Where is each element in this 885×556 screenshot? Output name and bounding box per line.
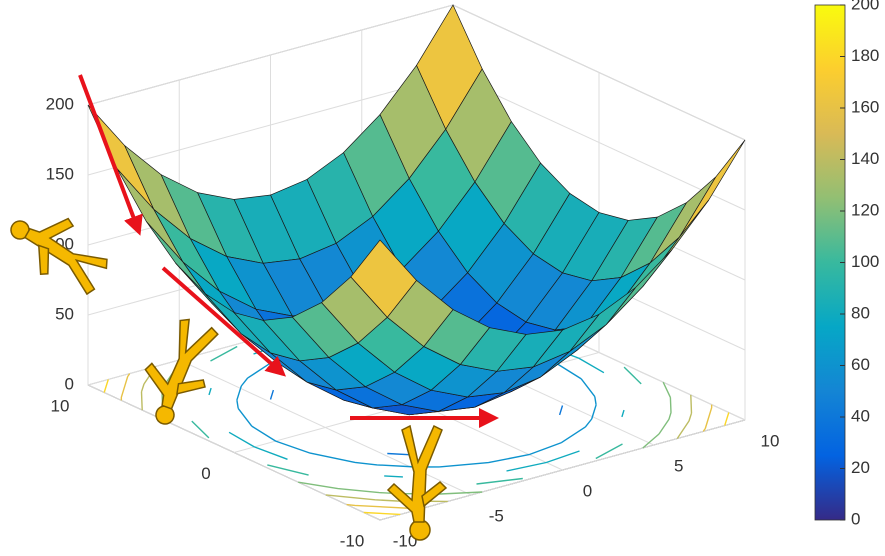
colorbar-tick-label: 40: [851, 406, 870, 425]
y-tick-label: -10: [393, 531, 418, 550]
grid-line: [87, 384, 381, 521]
arrow: [161, 266, 286, 377]
x-tick-label: 10: [51, 396, 70, 415]
stick-figure: [10, 217, 108, 296]
stick-figure: [386, 424, 448, 541]
stick-figure: [144, 318, 219, 425]
colorbar-tick-label: 80: [851, 303, 870, 322]
colorbar-tick-label: 160: [851, 97, 879, 116]
z-tick-label: 50: [55, 304, 74, 323]
colorbar-tick-label: 180: [851, 46, 879, 65]
colorbar-tick-label: 0: [851, 509, 860, 528]
surface-face: [679, 139, 746, 238]
colorbar-tick-label: 120: [851, 200, 879, 219]
y-tick-label: 5: [674, 456, 683, 475]
y-tick-label: 10: [761, 431, 780, 450]
colorbar-tick-label: 20: [851, 458, 870, 477]
contour-line: [269, 349, 564, 456]
contour-line: [103, 289, 730, 516]
x-tick-label: -10: [340, 531, 365, 550]
colorbar-tick-label: 140: [851, 149, 879, 168]
y-tick-label: -5: [489, 506, 504, 525]
z-tick-label: 200: [46, 94, 74, 113]
y-tick-label: 0: [583, 481, 592, 500]
arrow: [78, 74, 143, 236]
colorbar-tick-label: 100: [851, 252, 879, 271]
surface-face: [350, 239, 417, 318]
z-tick-label: 150: [46, 164, 74, 183]
colorbar: 0 20 40 60 80 100 120 140 160 180 200: [814, 0, 879, 528]
arrows: [78, 74, 499, 428]
x-tick-label: 0: [201, 464, 210, 483]
colorbar-tick-label: 60: [851, 355, 870, 374]
z-tick-label: 0: [65, 374, 74, 393]
figures: [10, 217, 448, 541]
colorbar-tick-label: 200: [851, 0, 879, 13]
surface-layer: [87, 4, 746, 416]
